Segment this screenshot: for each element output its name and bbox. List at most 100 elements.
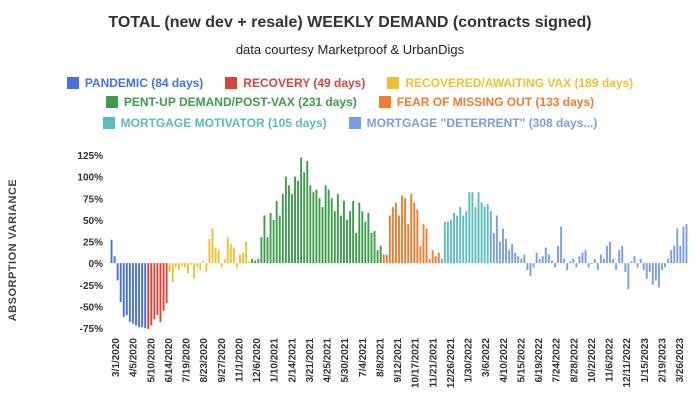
bar — [294, 176, 296, 264]
bar — [511, 244, 514, 264]
legend-label: PENT-UP DEMAND/POST-VAX (231 days) — [123, 95, 357, 109]
bar — [602, 258, 605, 264]
bar — [658, 263, 660, 288]
bar — [563, 258, 566, 264]
legend-label: RECOVERED/AWAITING VAX (189 days) — [405, 76, 634, 90]
bar — [239, 254, 241, 264]
legend-swatch — [102, 117, 115, 129]
bar — [492, 232, 495, 264]
bar — [639, 258, 642, 264]
bar — [220, 263, 223, 268]
bar — [131, 263, 134, 324]
legend-row-2: PENT-UP DEMAND/POST-VAX (231 days) FEAR … — [0, 95, 700, 109]
y-tick-label: 125% — [77, 151, 103, 162]
bar — [416, 209, 419, 264]
bar — [489, 211, 492, 264]
legend-swatch — [225, 77, 238, 89]
legend-item-recovery: RECOVERY (49 days) — [225, 76, 365, 90]
bar — [526, 263, 529, 271]
bar — [385, 254, 388, 264]
x-tick-label: 11/1/2020 — [234, 338, 245, 382]
bar — [150, 263, 153, 326]
bar — [183, 263, 186, 268]
bar — [661, 263, 663, 271]
bar — [450, 219, 452, 264]
bar — [468, 192, 471, 264]
bar — [330, 198, 333, 264]
bar — [278, 215, 281, 264]
bar — [309, 185, 312, 264]
bar — [352, 200, 355, 264]
bar — [419, 245, 422, 264]
bar — [303, 172, 306, 264]
x-tick-label: 8/28/2022 — [569, 338, 580, 383]
bar — [624, 263, 627, 272]
bar — [147, 263, 150, 329]
bar — [407, 224, 410, 264]
x-tick-label: 3/26/2023 — [675, 338, 686, 383]
bar — [138, 263, 140, 328]
bar — [235, 263, 238, 268]
x-tick-label: 4/25/2021 — [323, 338, 334, 383]
bar — [336, 193, 339, 264]
bar — [575, 263, 578, 268]
bar — [370, 232, 373, 264]
bar — [168, 263, 171, 272]
x-tick-label: 7/4/2021 — [358, 338, 369, 377]
bar — [633, 256, 636, 264]
x-tick-label: 10/2/2022 — [587, 338, 598, 383]
bar — [153, 263, 156, 320]
x-tick-label: 3/21/2021 — [305, 338, 316, 383]
bar — [361, 211, 364, 264]
bar — [116, 263, 119, 281]
bar — [428, 258, 431, 264]
legend-swatch — [105, 96, 118, 108]
bar — [560, 226, 563, 264]
bar — [508, 250, 511, 264]
x-tick-label: 12/26/2021 — [446, 338, 457, 388]
x-tick-label: 3/6/2022 — [481, 338, 492, 377]
bar — [654, 263, 657, 281]
x-tick-label: 8/23/2020 — [199, 338, 210, 383]
bar — [581, 252, 584, 264]
bar — [376, 250, 379, 264]
bar — [180, 263, 183, 266]
bar — [673, 245, 676, 264]
legend-row-1: PANDEMIC (84 days) RECOVERY (49 days) RE… — [0, 76, 700, 90]
bar — [505, 238, 507, 264]
bar — [190, 263, 192, 265]
bar — [517, 256, 520, 264]
y-tick-label: 100% — [77, 173, 103, 184]
bar — [480, 202, 483, 264]
bar — [333, 211, 336, 264]
bar — [566, 263, 569, 271]
bar — [410, 193, 413, 264]
bar — [621, 245, 624, 264]
bar — [584, 250, 587, 264]
x-tick-label: 11/6/2022 — [605, 338, 616, 382]
bar — [529, 263, 532, 277]
bar — [324, 185, 327, 264]
bar — [159, 263, 162, 322]
bar — [128, 263, 131, 322]
bar — [645, 263, 648, 279]
bar — [388, 215, 391, 264]
bar — [217, 250, 220, 264]
bar — [135, 263, 137, 326]
bar — [144, 263, 147, 329]
legend-label: FEAR OF MISSING OUT (133 days) — [396, 95, 595, 109]
bar — [321, 206, 324, 264]
bar — [642, 263, 645, 271]
chart-title: TOTAL (new dev + resale) WEEKLY DEMAND (… — [108, 14, 592, 31]
bar — [260, 237, 263, 264]
bar — [550, 260, 553, 264]
legend-label: RECOVERY (49 days) — [243, 76, 366, 90]
bar — [122, 263, 125, 317]
bar — [422, 224, 425, 264]
bar — [474, 206, 477, 264]
bar — [318, 198, 321, 264]
bar — [456, 215, 459, 264]
x-tick-label: 7/24/2022 — [552, 338, 563, 383]
bar — [682, 226, 685, 264]
bar — [113, 256, 116, 264]
